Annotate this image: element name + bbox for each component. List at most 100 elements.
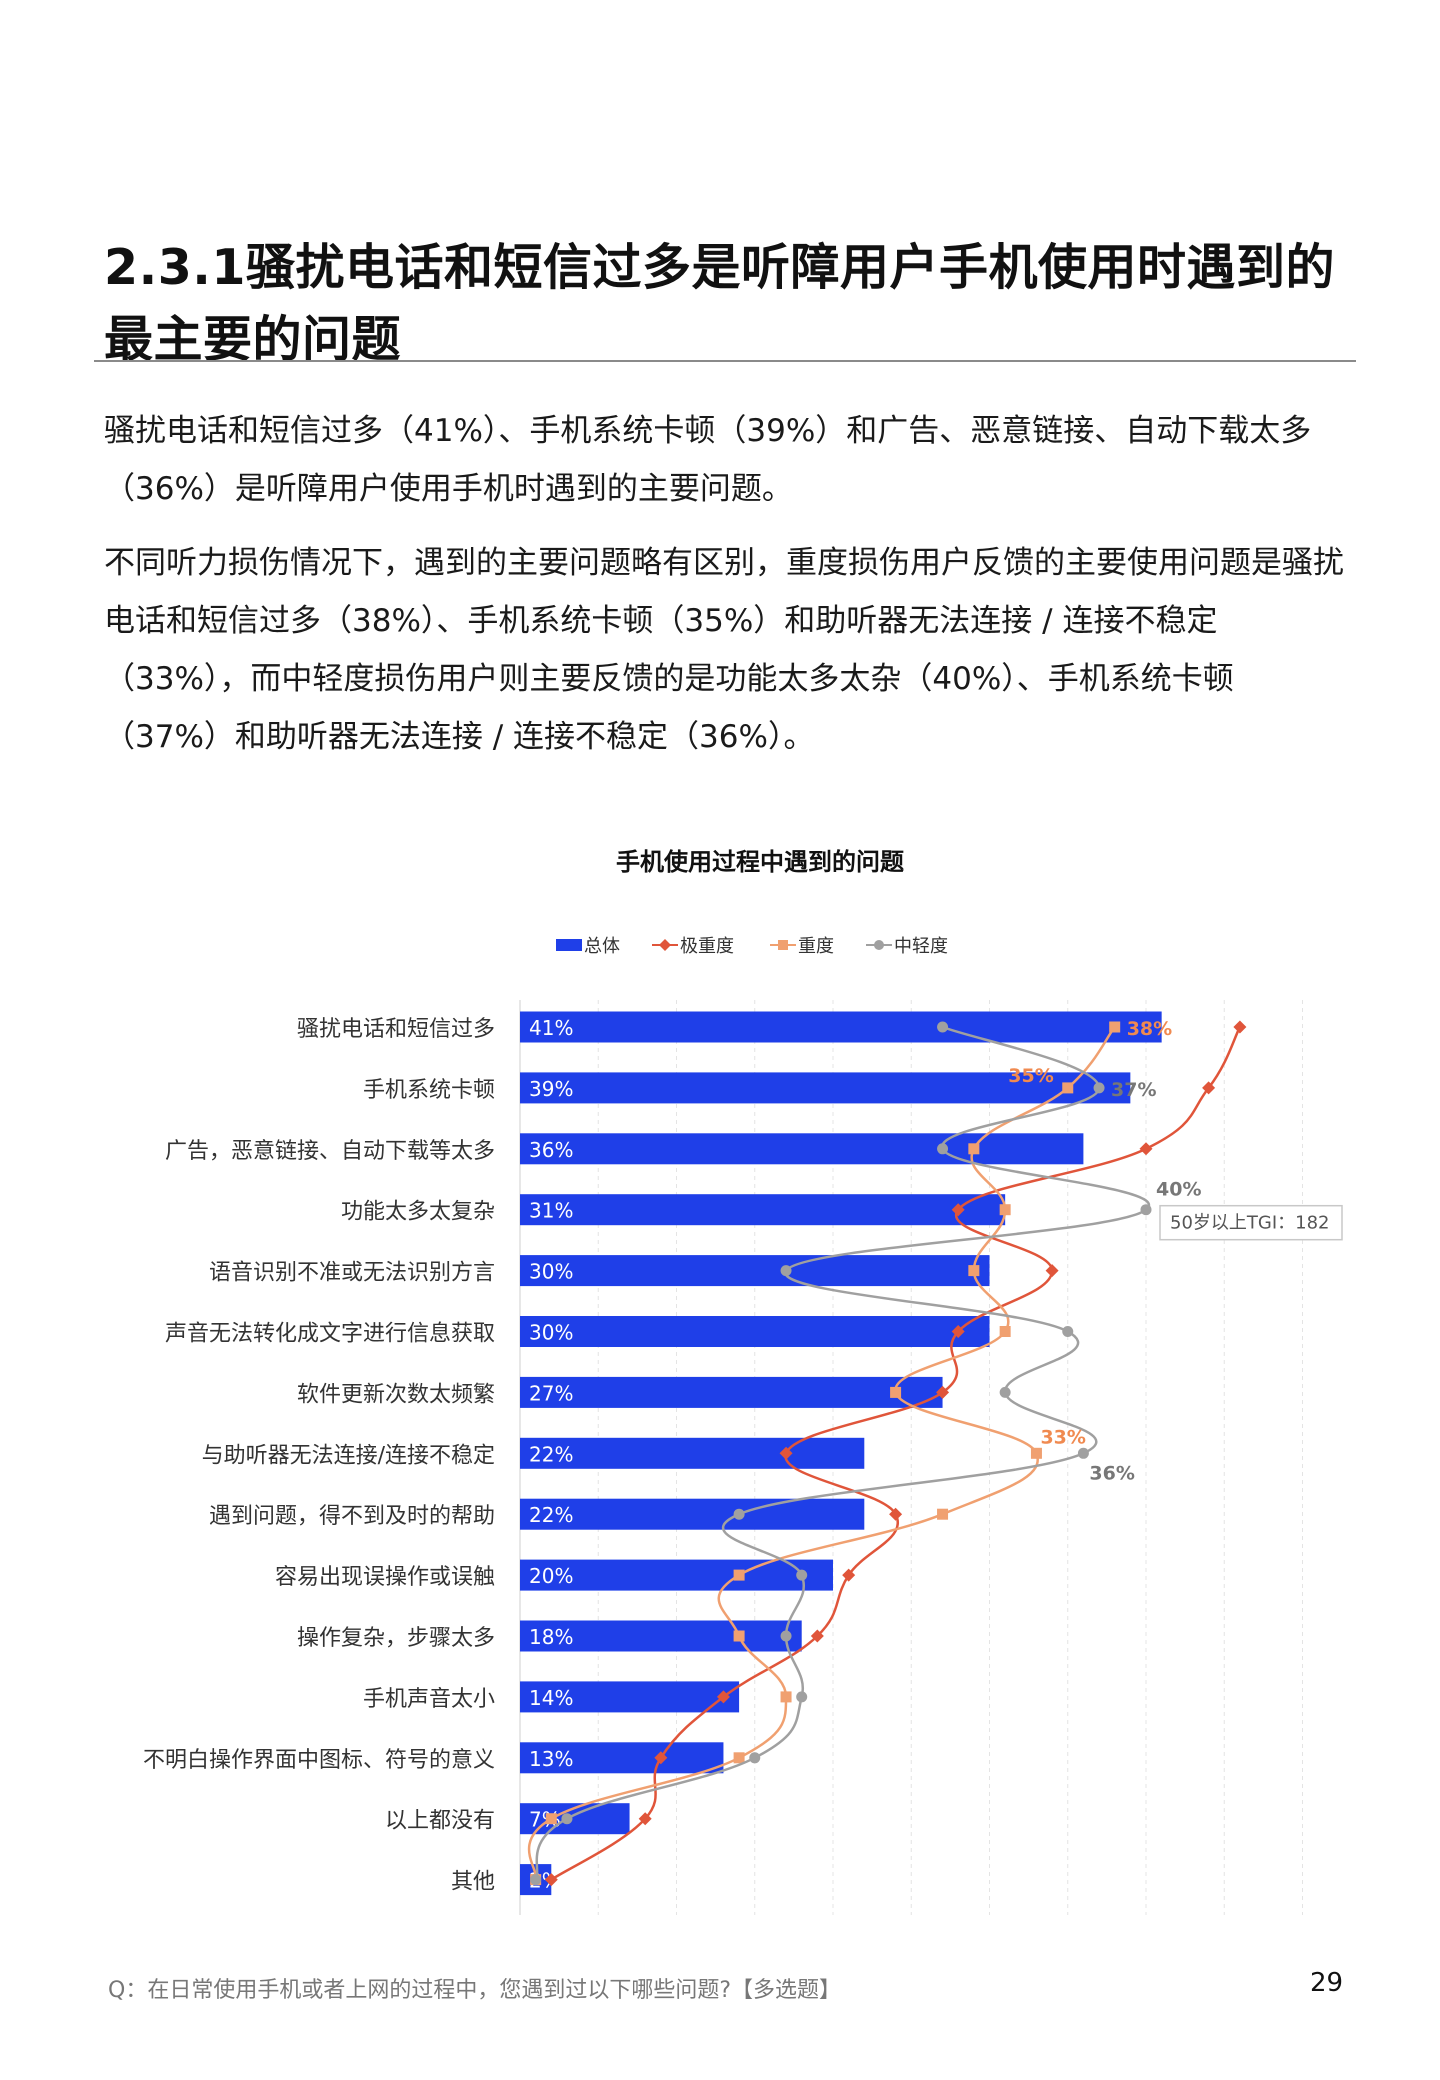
bar-12 [520,1742,724,1774]
bar-label-7: 22% [529,1442,573,1466]
marker-中轻度-0 [937,1021,949,1033]
marker-重度-6 [890,1386,902,1398]
section-heading: 2.3.1骚扰电话和短信过多是听障用户手机使用时遇到的最主要的问题 [104,239,1336,368]
category-label-10: 操作复杂，步骤太多 [297,1626,495,1651]
summary-paragraph-2: 不同听力损伤情况下，遇到的主要问题略有区别，重度损伤用户反馈的主要使用问题是骚扰… [104,545,1344,755]
bar-label-11: 14% [529,1686,573,1710]
marker-中轻度-12 [749,1752,761,1764]
bar-label-8: 22% [529,1503,573,1527]
annotation-4: 33% [1040,1426,1085,1448]
marker-极重度-13 [638,1812,652,1826]
bar-0 [520,1011,1162,1043]
legend-marker-2 [778,940,788,950]
marker-中轻度-11 [796,1691,808,1703]
marker-重度-12 [733,1752,745,1764]
marker-中轻度-9 [796,1569,808,1581]
legend-marker-3 [874,940,884,950]
marker-极重度-3 [951,1203,965,1217]
marker-中轻度-6 [999,1386,1011,1398]
bar-label-6: 27% [529,1381,573,1405]
category-label-13: 以上都没有 [385,1809,495,1834]
category-label-14: 其他 [451,1870,495,1895]
category-label-8: 遇到问题，得不到及时的帮助 [209,1504,495,1529]
marker-重度-13 [545,1813,557,1825]
series-line-重度 [527,1026,1116,1880]
marker-极重度-9 [842,1568,856,1582]
legend-marker-1 [659,939,671,951]
survey-question-footnote: Q：在日常使用手机或者上网的过程中，您遇到过以下哪些问题?【多选题】 [108,1978,841,2003]
category-label-2: 广告，恶意链接、自动下载等太多 [165,1139,495,1164]
series-line-极重度 [550,1026,1242,1881]
bar-11 [520,1681,740,1713]
marker-重度-8 [937,1508,949,1520]
category-label-9: 容易出现误操作或误触 [275,1565,495,1590]
marker-中轻度-5 [1062,1326,1074,1337]
legend-label-0: 总体 [584,936,620,957]
category-label-3: 功能太多太复杂 [341,1200,495,1225]
marker-极重度-2 [1139,1142,1153,1156]
summary-paragraph-1: 骚扰电话和短信过多（41%）、手机系统卡顿（39%）和广告、恶意链接、自动下载太… [104,413,1312,507]
marker-重度-11 [780,1691,792,1703]
marker-中轻度-1 [1093,1082,1105,1094]
category-label-6: 软件更新次数太频繁 [297,1382,495,1407]
bar-label-2: 36% [529,1138,573,1162]
marker-重度-5 [999,1326,1011,1337]
marker-极重度-14 [544,1873,558,1887]
marker-重度-7 [1030,1447,1042,1459]
chart-title: 手机使用过程中遇到的问题 [616,848,904,876]
bar-label-10: 18% [529,1625,573,1649]
bar-3 [520,1194,1006,1226]
category-label-12: 不明白操作界面中图标、符号的意义 [143,1748,495,1773]
bar-9 [520,1559,833,1591]
category-label-5: 声音无法转化成文字进行信息获取 [165,1322,495,1347]
bar-label-3: 31% [529,1199,573,1223]
bar-label-1: 39% [529,1077,573,1101]
category-label-7: 与助听器无法连接/连接不稳定 [202,1443,495,1468]
category-label-0: 骚扰电话和短信过多 [297,1017,495,1042]
bar-label-5: 30% [529,1321,573,1345]
tgi-callout-box [1159,1204,1343,1241]
marker-极重度-6 [936,1385,950,1399]
marker-中轻度-13 [561,1813,573,1825]
page-number: 29 [1310,1968,1344,1998]
tgi-callout-text: 50岁以上TGI：182 [1170,1213,1330,1234]
marker-极重度-4 [1045,1264,1059,1278]
bar-5 [520,1316,990,1347]
bar-2 [520,1133,1084,1165]
marker-极重度-12 [654,1751,668,1765]
marker-极重度-0 [1233,1020,1247,1034]
annotation-1: 35% [1008,1065,1053,1087]
bar-4 [520,1255,990,1287]
bar-8 [520,1498,865,1530]
marker-中轻度-4 [780,1265,792,1277]
marker-重度-0 [1109,1021,1121,1033]
bar-label-4: 30% [529,1260,573,1284]
annotation-5: 36% [1089,1462,1134,1484]
legend-swatch-0 [556,939,582,951]
legend-label-2: 重度 [798,936,834,957]
marker-极重度-7 [779,1446,793,1460]
marker-极重度-10 [810,1629,824,1643]
legend-label-1: 极重度 [680,936,734,957]
marker-中轻度-3 [1140,1204,1152,1216]
marker-极重度-5 [951,1325,965,1338]
marker-中轻度-7 [1077,1447,1089,1459]
marker-中轻度-10 [780,1630,792,1642]
bar-7 [520,1437,865,1469]
marker-重度-4 [968,1265,980,1277]
marker-中轻度-14 [530,1874,542,1886]
marker-重度-1 [1062,1082,1074,1094]
bar-6 [520,1376,943,1408]
category-label-4: 语音识别不准或无法识别方言 [209,1261,495,1286]
bar-label-0: 41% [529,1016,573,1040]
legend-label-3: 中轻度 [894,936,948,957]
series-line-中轻度 [534,1025,1151,1881]
bar-1 [520,1072,1131,1104]
bar-10 [520,1620,802,1652]
marker-极重度-1 [1202,1081,1216,1095]
annotation-2: 37% [1111,1079,1156,1101]
marker-重度-2 [968,1143,980,1155]
annotation-3: 40% [1156,1179,1201,1201]
category-label-11: 手机声音太小 [363,1687,495,1712]
